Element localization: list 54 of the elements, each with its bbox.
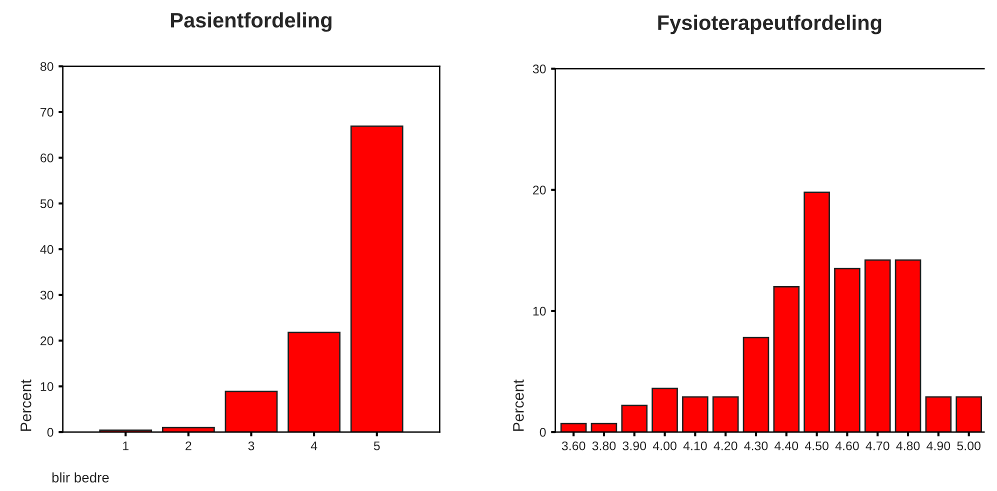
bar — [682, 396, 708, 432]
x-tick-label: 4.70 — [866, 441, 890, 450]
bar — [925, 396, 952, 432]
y-axis-title: Percent — [513, 380, 524, 431]
y-tick-label: 10 — [533, 306, 546, 316]
y-tick-label: 20 — [533, 186, 546, 195]
x-tick-label: 4.80 — [896, 441, 920, 450]
x-tick-label: 4.20 — [714, 441, 738, 450]
chart-title: Fysioterapeutfordeling — [658, 14, 882, 34]
x-tick-label: 4.40 — [774, 441, 798, 450]
bar — [590, 422, 618, 432]
bar — [652, 388, 678, 432]
x-tick-label: 3 — [248, 441, 254, 450]
y-tick-label: 20 — [40, 336, 54, 346]
bar — [288, 332, 340, 432]
y-tick-label: 0 — [540, 428, 546, 437]
y-tick-label: 70 — [40, 108, 54, 117]
x-tick-label: 4.10 — [683, 441, 707, 450]
y-tick-label: 10 — [40, 382, 54, 392]
y-tick-label: 50 — [40, 199, 54, 208]
y-tick-label: 80 — [40, 62, 54, 71]
x-tick-label: 3.90 — [622, 441, 646, 450]
x-tick-label: 4.90 — [926, 441, 950, 450]
bar — [834, 268, 860, 432]
bar — [560, 422, 587, 432]
y-axis-title: Percent — [20, 380, 32, 431]
x-tick-label: 4.00 — [652, 441, 676, 450]
y-tick-label: 60 — [40, 154, 54, 162]
x-tick-label: 4.50 — [804, 441, 828, 450]
x-tick-label: 5 — [374, 442, 380, 450]
x-tick-label: 1 — [123, 442, 128, 450]
x-tick-label: 3.60 — [562, 441, 586, 450]
bar — [804, 192, 830, 432]
bar — [224, 390, 278, 432]
bar — [894, 259, 922, 432]
chart-title: Pasientfordeling — [171, 12, 332, 32]
bar — [712, 396, 739, 432]
bar — [773, 286, 800, 432]
x-tick-label: 4.30 — [744, 441, 768, 450]
bar — [742, 336, 770, 432]
x-tick-label: 5.00 — [957, 441, 981, 450]
bar — [621, 404, 648, 432]
x-axis-title: blir bedre — [52, 472, 109, 483]
y-tick-label: 30 — [40, 290, 54, 300]
x-tick-label: 4 — [310, 442, 318, 450]
bar — [864, 259, 891, 432]
y-tick-label: 30 — [532, 64, 546, 74]
y-tick-label: 0 — [47, 428, 54, 437]
y-tick-label: 40 — [40, 244, 54, 254]
bar — [350, 125, 404, 432]
x-tick-label: 4.60 — [835, 441, 859, 450]
bar — [956, 396, 982, 432]
x-tick-label: 2 — [186, 441, 192, 450]
x-tick-label: 3.80 — [592, 441, 616, 450]
